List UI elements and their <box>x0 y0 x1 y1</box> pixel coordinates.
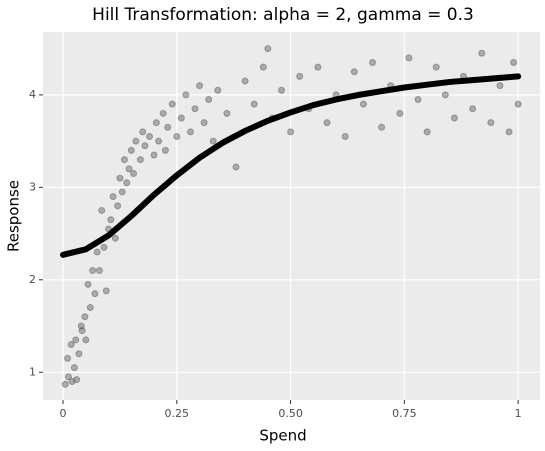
scatter-point <box>514 100 522 108</box>
scatter-point <box>64 373 72 381</box>
scatter-point <box>177 114 185 122</box>
scatter-point <box>209 137 217 145</box>
scatter-point <box>84 280 92 288</box>
scatter-point <box>102 287 110 295</box>
scatter-point <box>130 169 138 177</box>
scatter-point <box>496 82 504 90</box>
scatter-point <box>396 109 404 117</box>
scatter-point <box>73 376 81 384</box>
scatter-point <box>164 123 172 131</box>
scatter-point <box>405 54 413 62</box>
scatter-point <box>107 216 115 224</box>
scatter-point <box>287 128 295 136</box>
scatter-point <box>72 336 80 344</box>
chart-title: Hill Transformation: alpha = 2, gamma = … <box>92 5 474 25</box>
y-tick-label: 1 <box>29 365 36 378</box>
scatter-point <box>89 267 97 275</box>
x-tick-label: 1 <box>515 407 522 420</box>
x-tick-label: 0.75 <box>392 407 417 420</box>
scatter-point <box>186 128 194 136</box>
scatter-point <box>61 380 69 388</box>
scatter-point <box>341 132 349 140</box>
scatter-point <box>82 336 90 344</box>
scatter-point <box>146 132 153 140</box>
scatter-point <box>120 156 128 164</box>
scatter-point <box>432 63 440 71</box>
scatter-point <box>259 63 267 71</box>
scatter-point <box>277 86 285 94</box>
x-tick-label: 0 <box>60 407 67 420</box>
scatter-point <box>136 156 144 164</box>
scatter-point <box>152 119 160 127</box>
y-tick-label: 2 <box>29 273 36 286</box>
scatter-point <box>64 354 72 362</box>
scatter-point <box>141 142 149 150</box>
scatter-point <box>378 123 386 131</box>
scatter-point <box>161 146 169 154</box>
scatter-point <box>250 100 258 108</box>
scatter-point <box>100 243 108 251</box>
scatter-point <box>75 350 83 358</box>
scatter-point <box>109 193 117 201</box>
scatter-point <box>214 86 222 94</box>
scatter-point <box>123 179 131 187</box>
scatter-point <box>196 82 204 90</box>
scatter-point <box>182 91 190 99</box>
x-axis-label: Spend <box>259 427 306 445</box>
plot-panel <box>43 32 540 400</box>
scatter-point <box>127 146 135 154</box>
y-tick-label: 4 <box>29 88 36 101</box>
scatter-point <box>116 174 124 182</box>
scatter-point <box>114 202 122 210</box>
scatter-point <box>296 72 304 80</box>
curve-line <box>60 73 522 258</box>
scatter-point <box>81 313 89 321</box>
scatter-point <box>67 341 75 349</box>
scatter-point <box>78 327 86 335</box>
scatter-point <box>173 132 181 140</box>
scatter-point <box>232 163 240 171</box>
scatter-point <box>359 100 367 108</box>
scatter-point <box>70 364 78 372</box>
scatter-point <box>98 206 106 214</box>
scatter-point <box>168 100 176 108</box>
scatter-point <box>264 45 272 53</box>
scatter-point <box>86 304 94 312</box>
scatter-point <box>132 137 140 145</box>
scatter-point <box>93 248 101 256</box>
y-tick-label: 3 <box>29 180 36 193</box>
scatter-point <box>241 77 249 85</box>
y-axis-label: Response <box>5 180 23 252</box>
scatter-point <box>314 63 322 71</box>
scatter-point <box>150 151 158 159</box>
scatter-point <box>139 128 147 136</box>
scatter-point <box>423 128 431 136</box>
scatter-point <box>95 267 103 275</box>
scatter-point <box>155 137 163 145</box>
x-tick-label: 0.25 <box>165 407 190 420</box>
scatter-point <box>487 119 495 127</box>
scatter-point <box>441 91 449 99</box>
scatter-point <box>510 59 518 67</box>
scatter-point <box>159 109 167 117</box>
scatter-point <box>469 105 477 113</box>
scatter-point <box>205 95 213 103</box>
scatter-point <box>223 109 231 117</box>
scatter-point <box>111 234 119 242</box>
scatter-point <box>323 119 331 127</box>
scatter-point <box>450 114 458 122</box>
scatter-point <box>200 119 208 127</box>
scatter-point <box>414 95 422 103</box>
scatter-point <box>350 68 358 76</box>
scatter-point <box>191 105 199 113</box>
scatter-point <box>125 165 133 173</box>
scatter-point <box>505 128 513 136</box>
scatter-point <box>478 49 486 57</box>
x-tick-label: 0.50 <box>278 407 303 420</box>
scatter-point <box>369 59 377 67</box>
scatter-point <box>118 188 126 196</box>
scatter-point <box>91 290 99 298</box>
